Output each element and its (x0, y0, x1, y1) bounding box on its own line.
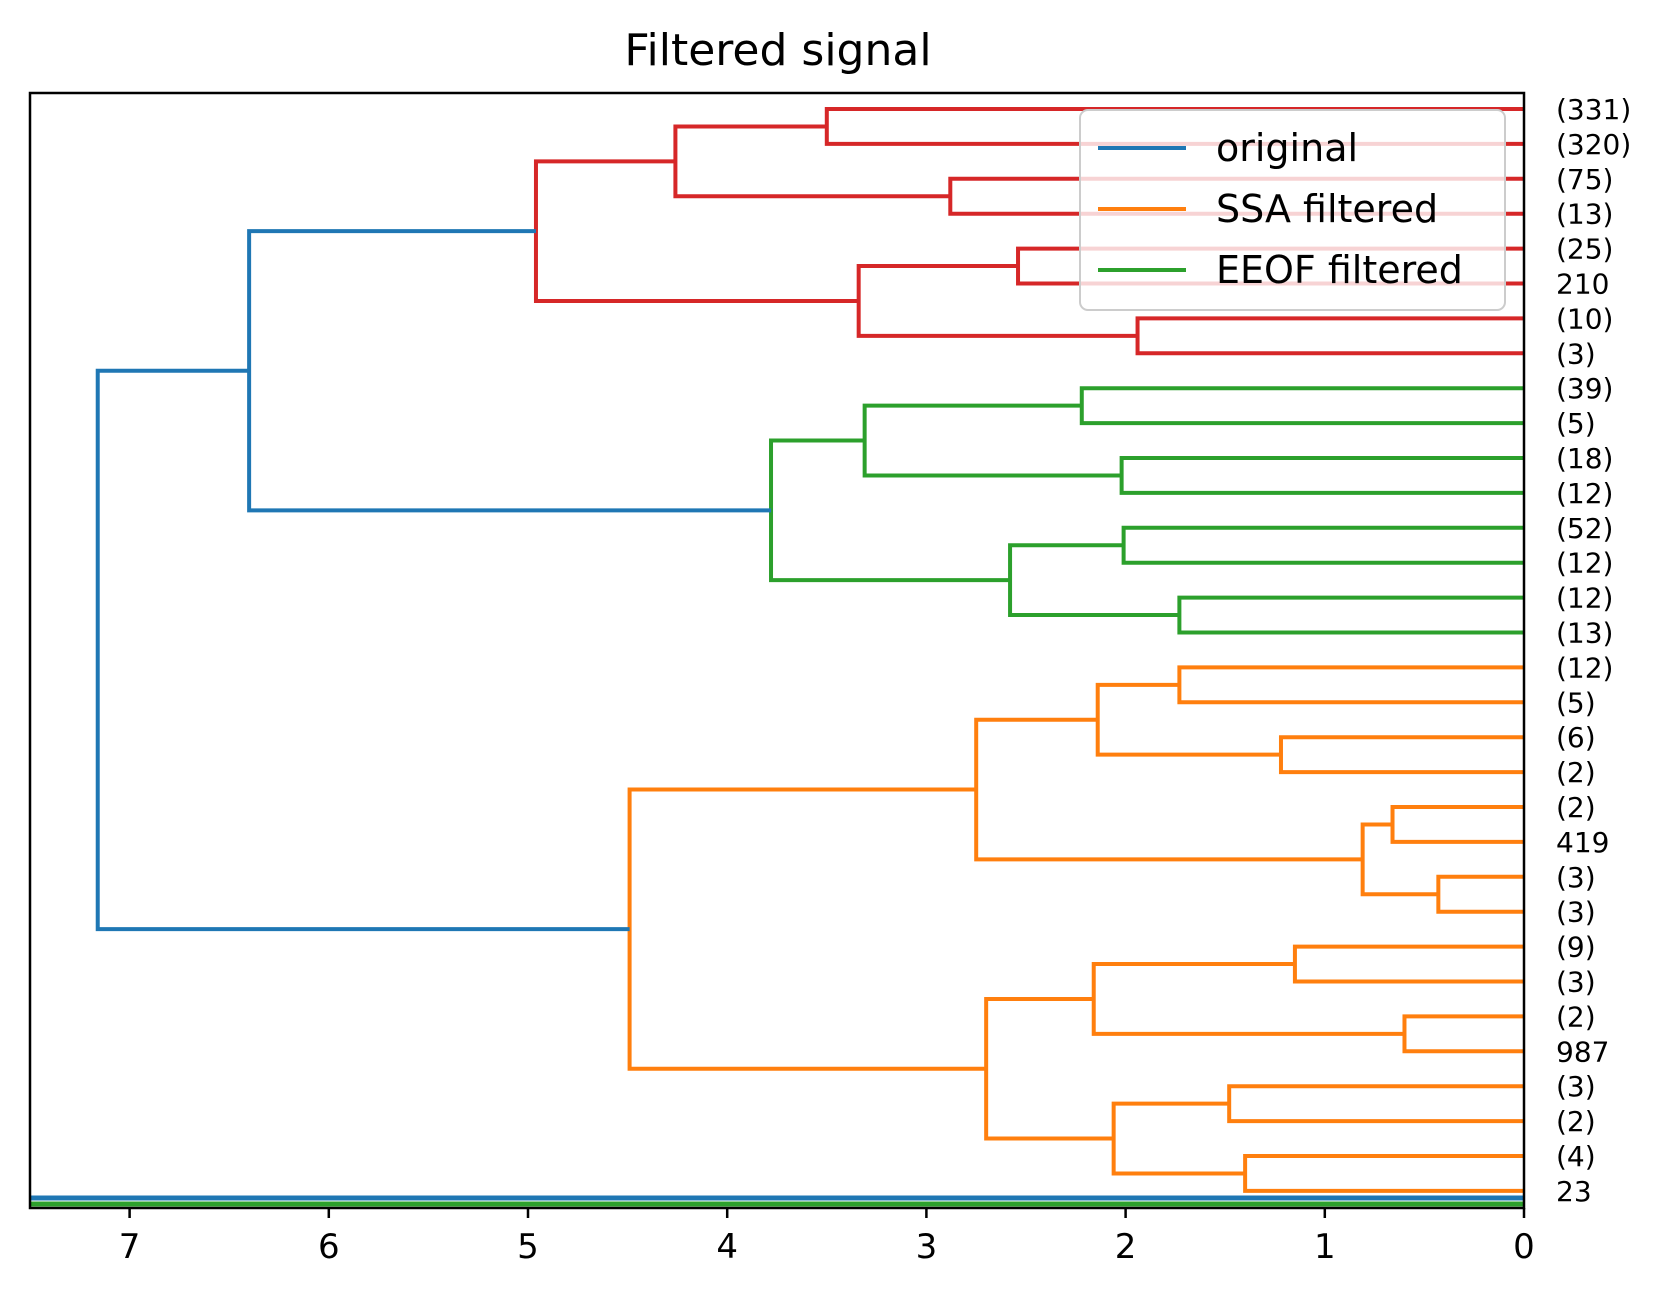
axes-frame (28, 91, 1526, 1210)
chart-title: Filtered signal (624, 25, 931, 76)
leaf-label: 210 (1556, 268, 1609, 301)
dendrogram-link-16 (673, 124, 951, 199)
leaf-label: 419 (1556, 826, 1609, 859)
leaf-label: (5) (1556, 686, 1596, 719)
dendrogram-link-3 (1135, 316, 1524, 356)
dendrogram-link-22 (1091, 962, 1405, 1036)
leaf-label: 987 (1556, 1035, 1609, 1068)
dendrogram-link-13 (1402, 1014, 1524, 1054)
x-tick-label: 5 (517, 1227, 539, 1267)
leaf-label: (2) (1556, 1000, 1596, 1033)
dendrogram-link-25 (769, 438, 1011, 583)
dendrogram-link-24 (533, 159, 859, 303)
x-tick-label: 6 (318, 1227, 340, 1267)
leaf-label: 23 (1556, 1175, 1592, 1208)
leaf-label: (25) (1556, 233, 1613, 266)
dendrogram-link-19 (1008, 543, 1180, 618)
legend-label: original (1216, 126, 1358, 170)
leaf-label: (12) (1556, 477, 1613, 510)
legend-label: EEOF filtered (1216, 248, 1463, 292)
dendrogram-link-26 (974, 717, 1363, 862)
leaf-label: (3) (1556, 1070, 1596, 1103)
x-tick-label: 1 (1314, 1227, 1336, 1267)
dendrogram-link-14 (1227, 1084, 1524, 1124)
leaf-label: (18) (1556, 442, 1613, 475)
dendrogram-link-10 (1390, 805, 1524, 844)
plot-area (28, 91, 1526, 1210)
legend: original SSA filtered EEOF filtered (1079, 109, 1506, 311)
dendrogram-link-6 (1121, 525, 1524, 565)
dendrogram-link-23 (1111, 1101, 1246, 1176)
leaf-labels: (331)(320)(75)(13)(25)210(10)(3)(39)(5)(… (1556, 93, 1631, 1208)
leaf-label: (12) (1556, 582, 1613, 615)
leaf-label: (12) (1556, 651, 1613, 684)
dendrogram-link-28 (627, 787, 987, 1071)
leaf-label: (12) (1556, 547, 1613, 580)
dendrogram-link-30 (95, 368, 630, 932)
dendrogram-link-8 (1177, 665, 1524, 705)
leaf-label: (3) (1556, 337, 1596, 370)
dendrogram-link-5 (1119, 456, 1524, 495)
leaf-label: (3) (1556, 966, 1596, 999)
leaf-label: (3) (1556, 896, 1596, 929)
dendrogram-link-9 (1278, 735, 1524, 775)
leaf-label: (10) (1556, 302, 1613, 335)
leaf-label: (3) (1556, 861, 1596, 894)
legend-box (1079, 109, 1506, 311)
x-tick-label: 7 (119, 1227, 141, 1267)
dendrogram-link-20 (1095, 682, 1281, 757)
leaf-label: (75) (1556, 163, 1613, 196)
dendrogram-link-11 (1436, 874, 1524, 914)
leaf-label: (6) (1556, 721, 1596, 754)
x-tick-label: 2 (1115, 1227, 1137, 1267)
x-tick-label: 4 (716, 1227, 738, 1267)
leaf-label: (331) (1556, 93, 1631, 126)
leaf-label: (52) (1556, 512, 1613, 545)
leaf-label: (5) (1556, 407, 1596, 440)
leaf-label: (320) (1556, 128, 1631, 161)
dendrogram-link-4 (1079, 386, 1524, 426)
leaf-label: (13) (1556, 617, 1613, 650)
leaf-label: (2) (1556, 791, 1596, 824)
leaf-label: (39) (1556, 372, 1613, 405)
x-tick-label: 0 (1513, 1227, 1535, 1267)
leaf-label: (4) (1556, 1140, 1596, 1173)
x-tick-label: 3 (916, 1227, 938, 1267)
dendrogram-link-15 (1243, 1154, 1524, 1193)
x-axis: 7 6 5 4 3 2 1 0 (119, 1208, 1535, 1267)
leaf-label: (9) (1556, 931, 1596, 964)
dendrogram-link-21 (1360, 822, 1439, 897)
leaf-label: (13) (1556, 198, 1613, 231)
dendrogram-link-7 (1177, 595, 1524, 635)
legend-label: SSA filtered (1216, 187, 1438, 231)
dendrogram-link-12 (1292, 944, 1524, 984)
leaf-label: (2) (1556, 1105, 1596, 1138)
dendrogram-link-29 (247, 229, 772, 513)
leaf-label: (2) (1556, 756, 1596, 789)
